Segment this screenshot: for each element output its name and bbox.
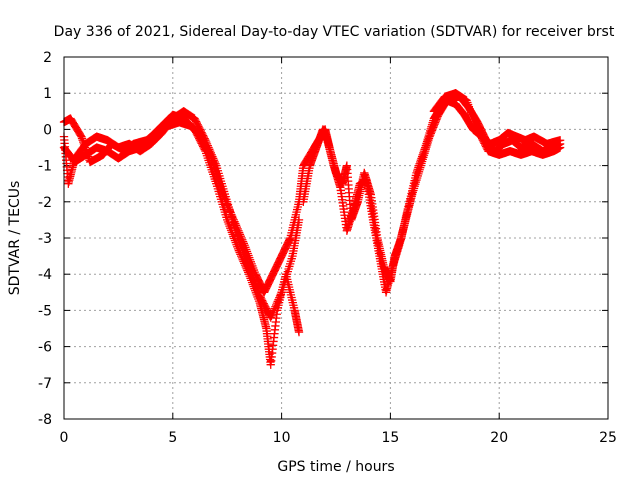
y-tick-label: -6 bbox=[38, 340, 52, 356]
x-tick-label: 10 bbox=[273, 430, 291, 446]
data-point bbox=[202, 143, 211, 152]
data-point bbox=[473, 125, 482, 134]
data-point bbox=[193, 120, 202, 129]
series-track-e bbox=[429, 89, 565, 159]
data-point bbox=[481, 142, 491, 151]
data-point bbox=[196, 132, 206, 141]
data-point bbox=[200, 138, 209, 147]
data-point bbox=[203, 146, 213, 155]
y-tick-label: -1 bbox=[38, 159, 52, 175]
data-point bbox=[474, 126, 483, 136]
data-point bbox=[481, 140, 490, 150]
y-tick-label: -3 bbox=[38, 231, 52, 247]
grid bbox=[64, 57, 608, 419]
y-tick-label: 1 bbox=[43, 86, 52, 102]
data-point bbox=[198, 135, 207, 144]
data-point bbox=[201, 141, 210, 151]
chart-title: Day 336 of 2021, Sidereal Day-to-day VTE… bbox=[54, 24, 615, 40]
data-point bbox=[190, 114, 199, 123]
y-tick-label: -8 bbox=[38, 412, 52, 428]
data-point bbox=[480, 139, 489, 148]
y-tick-label: -2 bbox=[38, 195, 52, 211]
data-point bbox=[477, 134, 487, 143]
data-point bbox=[76, 131, 85, 140]
x-tick-label: 15 bbox=[381, 430, 399, 446]
data-point bbox=[555, 143, 565, 152]
data-point bbox=[555, 136, 565, 145]
data-point bbox=[192, 119, 202, 128]
data-point bbox=[294, 327, 304, 337]
data-point bbox=[203, 144, 212, 154]
y-tick-label: 2 bbox=[43, 50, 52, 66]
data-point bbox=[206, 151, 215, 160]
data-point bbox=[478, 136, 488, 145]
data-point bbox=[474, 128, 484, 137]
data-point bbox=[199, 137, 208, 146]
plot-frame bbox=[63, 56, 609, 420]
y-tick-label: -4 bbox=[38, 267, 52, 283]
x-tick-label: 20 bbox=[490, 430, 508, 446]
series-track-d bbox=[299, 96, 565, 297]
data-point bbox=[194, 122, 203, 131]
y-axis-label: SDTVAR / TECUs bbox=[7, 181, 23, 296]
data-marks bbox=[59, 89, 565, 369]
x-tick-label: 25 bbox=[599, 430, 617, 446]
y-tick-label: -7 bbox=[38, 376, 52, 392]
data-point bbox=[191, 117, 201, 126]
data-point bbox=[476, 131, 485, 140]
y-tick-label: -5 bbox=[38, 303, 52, 319]
data-point bbox=[197, 134, 207, 143]
data-point bbox=[263, 307, 272, 316]
x-tick-label: 0 bbox=[60, 430, 69, 446]
data-point bbox=[479, 137, 488, 146]
data-point bbox=[204, 148, 214, 157]
data-point bbox=[205, 149, 214, 158]
data-point bbox=[207, 152, 216, 161]
y-tick-label: 0 bbox=[43, 122, 52, 138]
data-point bbox=[477, 133, 486, 142]
x-axis-label: GPS time / hours bbox=[277, 459, 394, 475]
data-point bbox=[475, 129, 484, 139]
data-point bbox=[200, 140, 210, 149]
x-tick-label: 5 bbox=[168, 430, 177, 446]
data-point bbox=[191, 115, 200, 125]
